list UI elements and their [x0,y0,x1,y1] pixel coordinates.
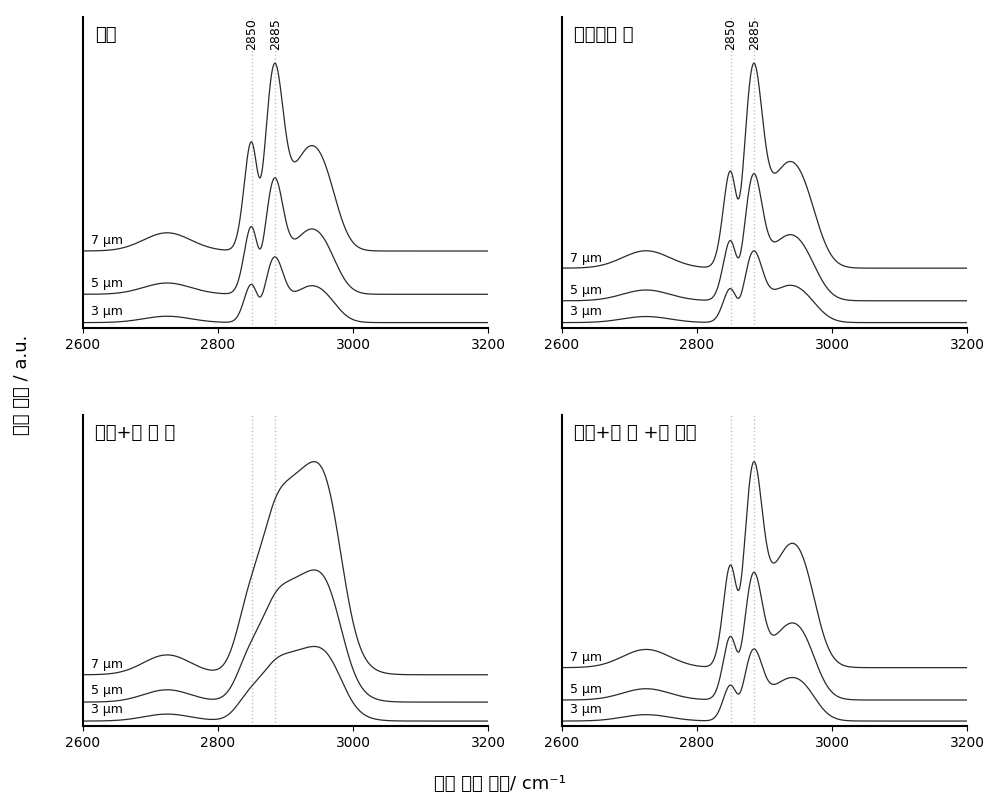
Text: 2885: 2885 [269,18,282,50]
Text: 3 μm: 3 μm [91,702,123,716]
Text: 7 μm: 7 μm [91,658,123,670]
Text: 2885: 2885 [748,18,761,50]
Text: 5 μm: 5 μm [91,684,123,698]
Text: 2850: 2850 [245,18,258,50]
Text: 7 μm: 7 μm [91,235,123,248]
Text: 巴氏杀菌 乳: 巴氏杀菌 乳 [574,26,633,44]
Text: 巴氏+均 质 乳: 巴氏+均 质 乳 [95,425,175,442]
Text: 5 μm: 5 μm [91,277,123,290]
Text: 3 μm: 3 μm [91,304,123,318]
Text: 3 μm: 3 μm [570,703,602,716]
Text: 相对 丰度 / a.u.: 相对 丰度 / a.u. [13,334,31,435]
Text: 3 μm: 3 μm [570,305,602,318]
Text: 2850: 2850 [724,18,737,50]
Text: 巴氏+均 质 +喷 雾乳: 巴氏+均 质 +喷 雾乳 [574,425,696,442]
Text: 7 μm: 7 μm [570,651,602,664]
Text: 7 μm: 7 μm [570,252,602,264]
Text: 5 μm: 5 μm [570,284,602,296]
Text: 生乳: 生乳 [95,26,116,44]
Text: 5 μm: 5 μm [570,682,602,696]
Text: 拉曼 光谱 波长/ cm⁻¹: 拉曼 光谱 波长/ cm⁻¹ [434,775,566,793]
